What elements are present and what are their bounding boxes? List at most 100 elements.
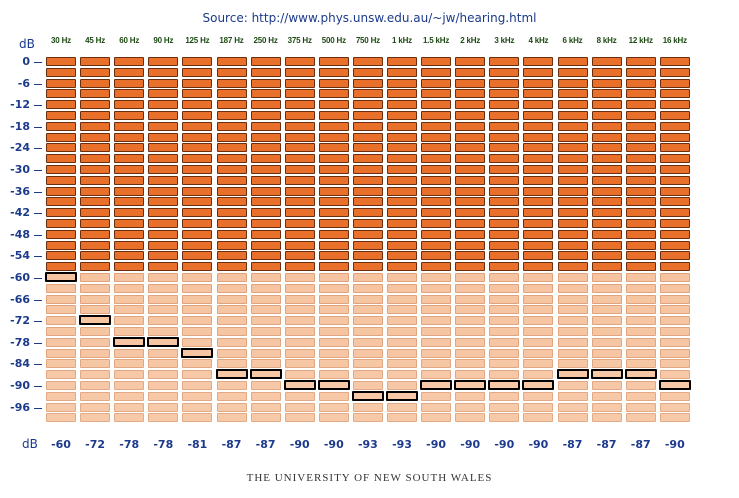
level-cell[interactable] (182, 251, 213, 261)
level-cell[interactable] (523, 132, 554, 142)
level-cell[interactable] (216, 359, 247, 369)
level-cell[interactable] (80, 283, 111, 293)
level-cell[interactable] (489, 89, 520, 99)
level-cell[interactable] (352, 67, 383, 77)
level-cell[interactable] (455, 283, 486, 293)
level-cell[interactable] (659, 132, 690, 142)
level-cell[interactable] (182, 57, 213, 66)
level-cell[interactable] (625, 229, 656, 239)
level-cell[interactable] (591, 208, 622, 218)
level-cell[interactable] (421, 316, 452, 326)
level-cell[interactable] (659, 186, 690, 196)
level-cell[interactable] (46, 359, 76, 369)
level-cell[interactable] (182, 89, 213, 99)
level-cell[interactable] (114, 143, 145, 153)
level-cell[interactable] (182, 316, 213, 326)
level-cell[interactable] (318, 273, 349, 282)
level-cell[interactable] (489, 240, 520, 250)
level-cell[interactable] (148, 165, 179, 174)
level-cell[interactable] (352, 78, 383, 88)
level-cell[interactable] (182, 413, 213, 423)
level-cell[interactable] (489, 251, 520, 261)
level-cell[interactable] (284, 219, 315, 228)
level-cell[interactable] (46, 327, 76, 336)
level-cell[interactable] (421, 240, 452, 250)
level-cell[interactable] (455, 67, 486, 77)
level-cell[interactable] (114, 100, 145, 110)
level-cell[interactable] (352, 381, 383, 390)
level-cell[interactable] (216, 327, 247, 336)
level-cell[interactable] (318, 229, 349, 239)
level-cell[interactable] (318, 67, 349, 77)
level-cell[interactable] (387, 78, 417, 88)
level-cell[interactable] (80, 132, 111, 142)
level-cell[interactable] (352, 240, 383, 250)
level-cell[interactable] (80, 402, 111, 412)
level-cell[interactable] (46, 208, 76, 218)
level-cell[interactable] (114, 154, 145, 164)
level-cell[interactable] (591, 381, 622, 390)
level-cell[interactable] (455, 208, 486, 218)
level-cell[interactable] (216, 208, 247, 218)
level-cell[interactable] (455, 154, 486, 164)
level-cell[interactable] (46, 121, 76, 131)
threshold-marker[interactable] (45, 272, 77, 282)
level-cell[interactable] (284, 294, 315, 304)
level-cell[interactable] (216, 402, 247, 412)
level-cell[interactable] (352, 197, 383, 207)
level-cell[interactable] (80, 57, 111, 66)
level-cell[interactable] (182, 229, 213, 239)
level-cell[interactable] (216, 391, 247, 401)
level-cell[interactable] (387, 273, 417, 282)
threshold-marker[interactable] (420, 380, 453, 390)
level-cell[interactable] (80, 111, 111, 120)
level-cell[interactable] (250, 294, 281, 304)
level-cell[interactable] (46, 413, 76, 423)
level-cell[interactable] (318, 57, 349, 66)
level-cell[interactable] (387, 67, 417, 77)
level-cell[interactable] (284, 111, 315, 120)
threshold-marker[interactable] (624, 369, 657, 380)
level-cell[interactable] (148, 143, 179, 153)
level-cell[interactable] (421, 219, 452, 228)
level-cell[interactable] (625, 154, 656, 164)
level-cell[interactable] (80, 154, 111, 164)
level-cell[interactable] (352, 229, 383, 239)
level-cell[interactable] (489, 175, 520, 185)
level-cell[interactable] (80, 100, 111, 110)
level-cell[interactable] (46, 240, 76, 250)
level-cell[interactable] (591, 219, 622, 228)
level-cell[interactable] (250, 402, 281, 412)
level-cell[interactable] (284, 370, 315, 380)
level-cell[interactable] (625, 402, 656, 412)
level-cell[interactable] (284, 283, 315, 293)
level-cell[interactable] (489, 219, 520, 228)
level-cell[interactable] (148, 316, 179, 326)
level-cell[interactable] (216, 175, 247, 185)
level-cell[interactable] (46, 197, 76, 207)
level-cell[interactable] (148, 208, 179, 218)
level-cell[interactable] (387, 121, 417, 131)
threshold-marker[interactable] (79, 315, 112, 326)
level-cell[interactable] (352, 111, 383, 120)
level-cell[interactable] (523, 359, 554, 369)
level-cell[interactable] (352, 100, 383, 110)
level-cell[interactable] (318, 305, 349, 315)
level-cell[interactable] (284, 67, 315, 77)
level-cell[interactable] (625, 348, 656, 358)
level-cell[interactable] (318, 89, 349, 99)
level-cell[interactable] (659, 78, 690, 88)
level-cell[interactable] (557, 89, 588, 99)
level-cell[interactable] (148, 262, 179, 272)
level-cell[interactable] (387, 143, 417, 153)
level-cell[interactable] (489, 67, 520, 77)
level-cell[interactable] (387, 262, 417, 272)
level-cell[interactable] (659, 391, 690, 401)
level-cell[interactable] (46, 132, 76, 142)
level-cell[interactable] (148, 100, 179, 110)
level-cell[interactable] (455, 348, 486, 358)
level-cell[interactable] (421, 89, 452, 99)
level-cell[interactable] (250, 67, 281, 77)
level-cell[interactable] (216, 100, 247, 110)
level-cell[interactable] (557, 186, 588, 196)
